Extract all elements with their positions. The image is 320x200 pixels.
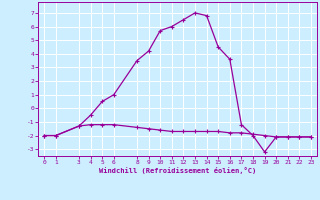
X-axis label: Windchill (Refroidissement éolien,°C): Windchill (Refroidissement éolien,°C) <box>99 167 256 174</box>
